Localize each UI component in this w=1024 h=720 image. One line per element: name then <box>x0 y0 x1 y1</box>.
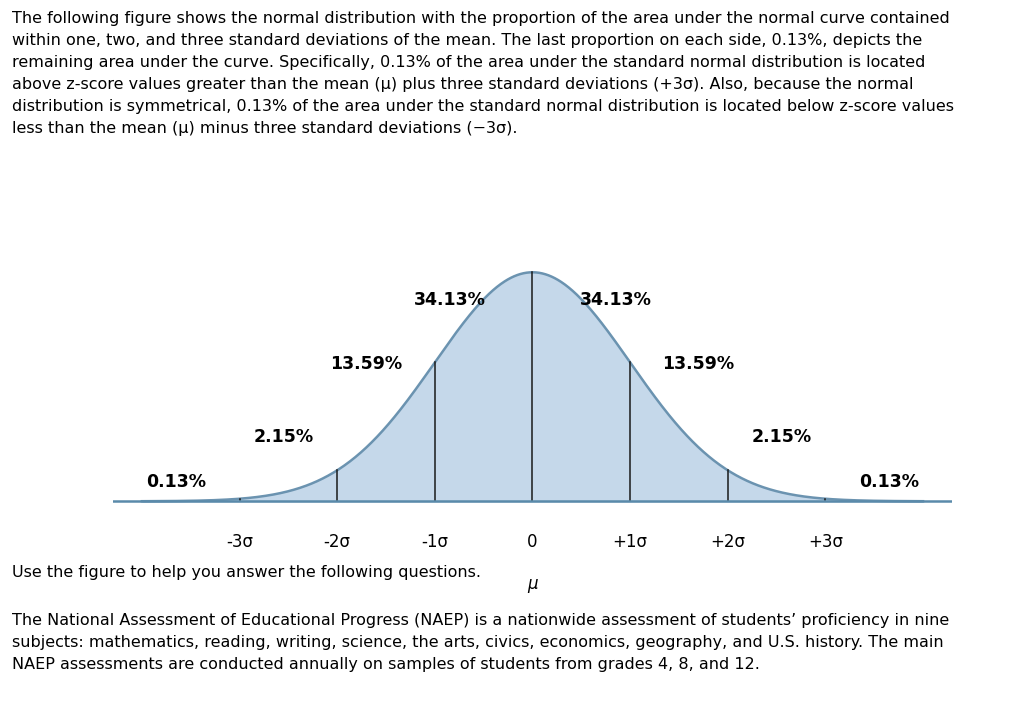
Text: +3σ: +3σ <box>808 534 843 552</box>
Text: 0: 0 <box>527 534 538 552</box>
Text: 13.59%: 13.59% <box>331 355 402 373</box>
Text: +1σ: +1σ <box>612 534 647 552</box>
Text: 0.13%: 0.13% <box>146 473 206 491</box>
Text: -1σ: -1σ <box>421 534 449 552</box>
Text: Use the figure to help you answer the following questions.: Use the figure to help you answer the fo… <box>12 565 481 580</box>
Text: The National Assessment of Educational Progress (NAEP) is a nationwide assessmen: The National Assessment of Educational P… <box>12 613 949 672</box>
Text: 2.15%: 2.15% <box>752 428 811 446</box>
Text: 2.15%: 2.15% <box>254 428 313 446</box>
Text: -2σ: -2σ <box>324 534 350 552</box>
Text: 0.13%: 0.13% <box>859 473 919 491</box>
Text: +2σ: +2σ <box>711 534 745 552</box>
Text: 34.13%: 34.13% <box>580 291 651 309</box>
Text: μ: μ <box>527 575 538 593</box>
Text: The following figure shows the normal distribution with the proportion of the ar: The following figure shows the normal di… <box>12 11 954 135</box>
Text: 13.59%: 13.59% <box>663 355 734 373</box>
Text: 34.13%: 34.13% <box>414 291 485 309</box>
Text: -3σ: -3σ <box>226 534 253 552</box>
